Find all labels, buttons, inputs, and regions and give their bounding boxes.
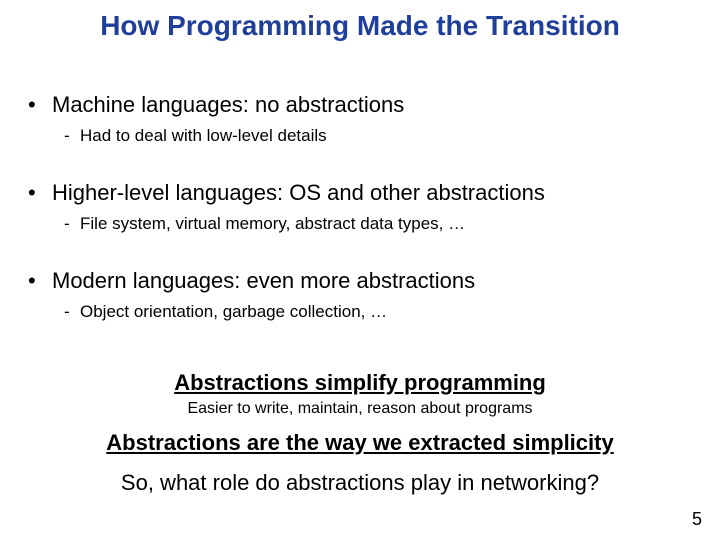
closing-line-1: Abstractions simplify programming (0, 370, 720, 396)
bullet-1-text: Machine languages: no abstractions (52, 92, 404, 117)
bullet-group-1: Machine languages: no abstractions Had t… (28, 92, 404, 146)
bullet-3-sub-1-text: Object orientation, garbage collection, … (80, 302, 387, 321)
bullet-2-sub: File system, virtual memory, abstract da… (52, 214, 545, 234)
closing-line-4: So, what role do abstractions play in ne… (0, 470, 720, 496)
bullet-2-sub-1-text: File system, virtual memory, abstract da… (80, 214, 465, 233)
bullet-1: Machine languages: no abstractions Had t… (28, 92, 404, 146)
bullet-2: Higher-level languages: OS and other abs… (28, 180, 545, 234)
closing-line-2-text: Easier to write, maintain, reason about … (187, 400, 532, 417)
bullet-3-sub-1: Object orientation, garbage collection, … (52, 302, 475, 322)
closing-line-2: Easier to write, maintain, reason about … (0, 400, 720, 418)
bullet-3-sub: Object orientation, garbage collection, … (52, 302, 475, 322)
bullet-1-sub-1: Had to deal with low-level details (52, 126, 404, 146)
closing-line-4-text: So, what role do abstractions play in ne… (121, 470, 599, 495)
bullet-2-sub-1: File system, virtual memory, abstract da… (52, 214, 545, 234)
bullet-3: Modern languages: even more abstractions… (28, 268, 475, 322)
bullet-1-sub: Had to deal with low-level details (52, 126, 404, 146)
bullet-2-text: Higher-level languages: OS and other abs… (52, 180, 545, 205)
closing-line-1-text: Abstractions simplify programming (174, 370, 546, 395)
closing-line-3-text: Abstractions are the way we extracted si… (106, 430, 613, 455)
page-number: 5 (692, 509, 702, 530)
slide: How Programming Made the Transition Mach… (0, 0, 720, 540)
slide-title: How Programming Made the Transition (0, 10, 720, 42)
closing-line-3: Abstractions are the way we extracted si… (0, 430, 720, 456)
bullet-group-3: Modern languages: even more abstractions… (28, 268, 475, 322)
bullet-group-2: Higher-level languages: OS and other abs… (28, 180, 545, 234)
bullet-1-sub-1-text: Had to deal with low-level details (80, 126, 327, 145)
bullet-3-text: Modern languages: even more abstractions (52, 268, 475, 293)
